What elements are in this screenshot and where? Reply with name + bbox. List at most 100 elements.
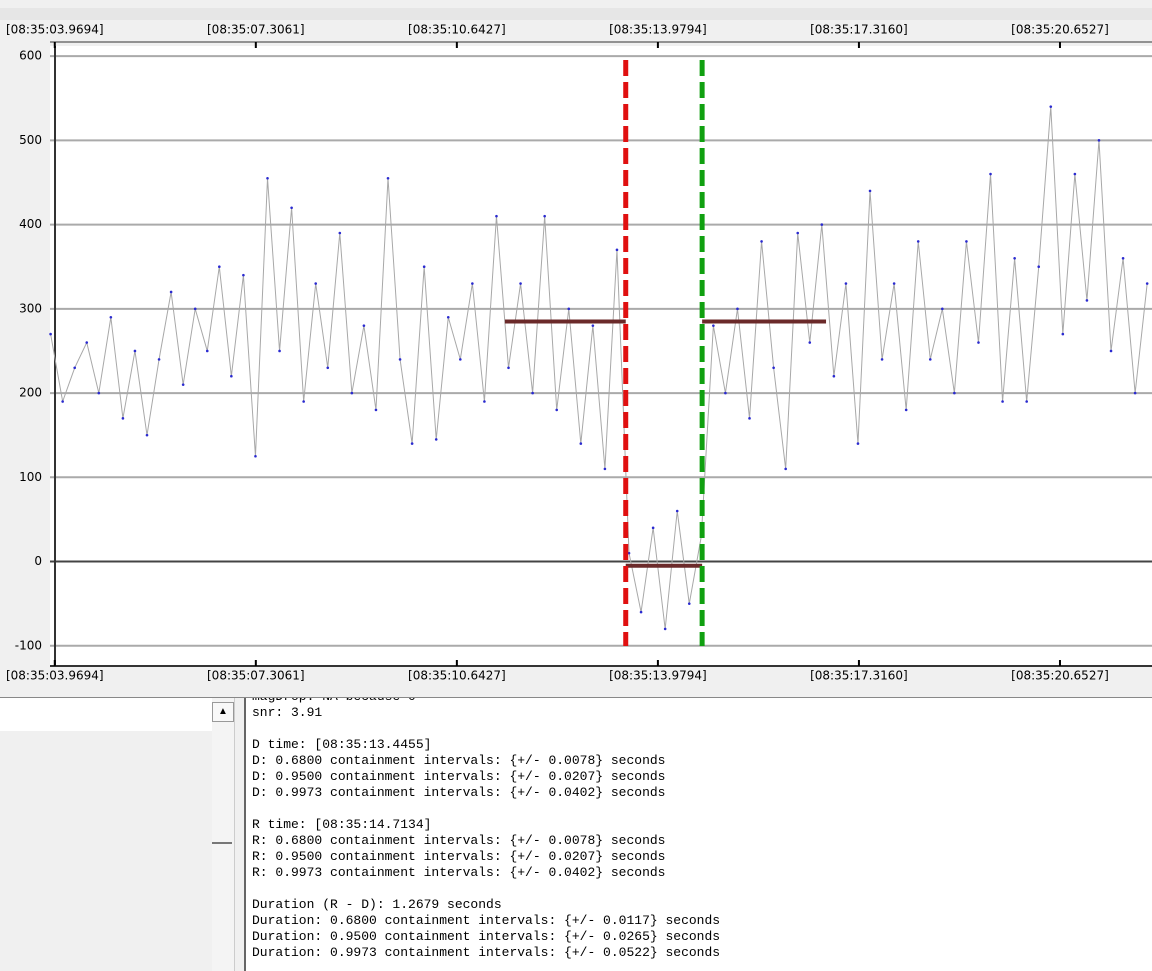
data-point <box>446 315 450 319</box>
data-point <box>338 231 342 235</box>
x-tick-label: [08:35:17.3160] <box>810 23 908 37</box>
data-point <box>856 442 860 445</box>
log-block: R time: [08:35:14.7134] R: 0.6800 contain… <box>252 817 1152 881</box>
data-point <box>326 366 330 370</box>
scroll-thumb[interactable] <box>212 828 232 844</box>
x-tick-label: [08:35:13.9794] <box>609 23 707 37</box>
data-point <box>157 358 161 361</box>
y-tick-label: 0 <box>34 554 42 568</box>
data-point <box>1097 139 1101 142</box>
log-line: Duration: 0.9500 containment intervals: … <box>252 929 721 944</box>
data-point <box>808 341 812 344</box>
data-point <box>1001 400 1004 403</box>
x-tick-label: [08:35:03.9694] <box>6 669 104 683</box>
log-line: R: 0.9500 containment intervals: {+/- 0.… <box>252 849 666 864</box>
data-point <box>796 231 800 235</box>
data-point <box>868 189 872 193</box>
data-point <box>290 206 293 210</box>
data-point <box>989 172 992 176</box>
data-point <box>350 391 354 395</box>
plot-area <box>50 46 1152 666</box>
data-point <box>965 240 968 243</box>
data-point <box>675 509 679 513</box>
data-point <box>916 240 920 243</box>
scrollbar[interactable]: ▲ <box>212 698 235 971</box>
data-point <box>663 627 667 631</box>
data-point <box>687 602 691 605</box>
data-point <box>1073 172 1077 176</box>
data-point <box>639 610 643 614</box>
data-point <box>603 467 607 471</box>
data-point <box>434 438 438 441</box>
chart: -100 0 100 200 300 400 500 600 [08:35:03.9694] [0… <box>0 8 1152 683</box>
data-point <box>941 307 944 311</box>
log-line: D: 0.6800 containment intervals: {+/- 0.… <box>252 753 666 768</box>
x-tick-label: [08:35:03.9694] <box>6 23 104 37</box>
top-band <box>0 8 1152 20</box>
data-point <box>61 400 64 403</box>
data-point <box>892 282 896 285</box>
data-point <box>832 374 836 378</box>
data-point <box>278 349 281 353</box>
log-line: R time: [08:35:14.7134] <box>252 817 432 832</box>
data-point <box>495 214 498 218</box>
data-point <box>555 408 559 412</box>
data-point <box>422 265 426 269</box>
data-point <box>1013 256 1016 260</box>
data-point <box>1109 349 1113 353</box>
data-point <box>1145 282 1149 285</box>
bottom-pane: ▲ magDrop: NA because 0snr: 3.91 D time: … <box>0 697 1152 971</box>
data-point <box>145 433 149 437</box>
y-tick-label: 400 <box>19 217 42 231</box>
data-point <box>844 282 848 285</box>
scroll-up-button[interactable]: ▲ <box>212 702 234 722</box>
y-tick-label: 300 <box>19 301 42 315</box>
log-block: magDrop: NA because 0snr: 3.91 <box>252 698 1152 721</box>
data-point <box>651 526 655 530</box>
data-point <box>953 391 956 395</box>
x-tick-label: [08:35:07.3061] <box>207 669 305 683</box>
data-point <box>1133 391 1137 395</box>
log-line: Duration: 0.6800 containment intervals: … <box>252 913 721 928</box>
data-point <box>181 383 185 386</box>
log-block: D time: [08:35:13.4455] D: 0.6800 contain… <box>252 737 1152 801</box>
y-tick-label: 600 <box>19 49 42 63</box>
x-tick-label: [08:35:20.6527] <box>1011 669 1109 683</box>
data-point <box>362 324 366 327</box>
data-point <box>314 282 318 285</box>
data-point <box>410 442 414 445</box>
data-point <box>784 467 787 471</box>
data-point <box>820 223 824 226</box>
data-point <box>133 349 137 353</box>
data-point <box>543 214 546 218</box>
data-point <box>121 417 125 420</box>
data-point <box>73 366 77 370</box>
data-point <box>1061 332 1065 336</box>
y-tick-label: 200 <box>19 386 42 400</box>
x-tick-label: [08:35:13.9794] <box>609 669 707 683</box>
log-text: magDrop: NA because 0snr: 3.91 D time: [0… <box>244 698 1152 971</box>
x-tick-label: [08:35:20.6527] <box>1011 23 1109 37</box>
data-point <box>218 265 221 269</box>
data-point <box>977 341 980 344</box>
log-line: snr: 3.91 <box>252 705 323 720</box>
data-point <box>302 400 305 403</box>
x-tick-label: [08:35:17.3160] <box>810 669 908 683</box>
data-point <box>1049 105 1053 108</box>
data-point <box>193 307 197 311</box>
data-point <box>109 315 113 319</box>
data-point <box>85 341 89 344</box>
log-line: D: 0.9500 containment intervals: {+/- 0.… <box>252 769 666 784</box>
x-tick-label: [08:35:10.6427] <box>408 23 506 37</box>
data-point <box>579 442 583 445</box>
y-tick-label: -100 <box>15 638 42 652</box>
log-line: Duration (R - D): 1.2679 seconds <box>252 897 502 912</box>
data-point <box>169 290 173 294</box>
y-tick-label: 100 <box>19 470 42 484</box>
y-tick-label: 500 <box>19 133 42 147</box>
log-line: Duration: 0.9973 containment intervals: … <box>252 945 721 960</box>
data-point <box>230 374 233 378</box>
data-point <box>591 324 595 327</box>
data-point <box>386 176 390 180</box>
